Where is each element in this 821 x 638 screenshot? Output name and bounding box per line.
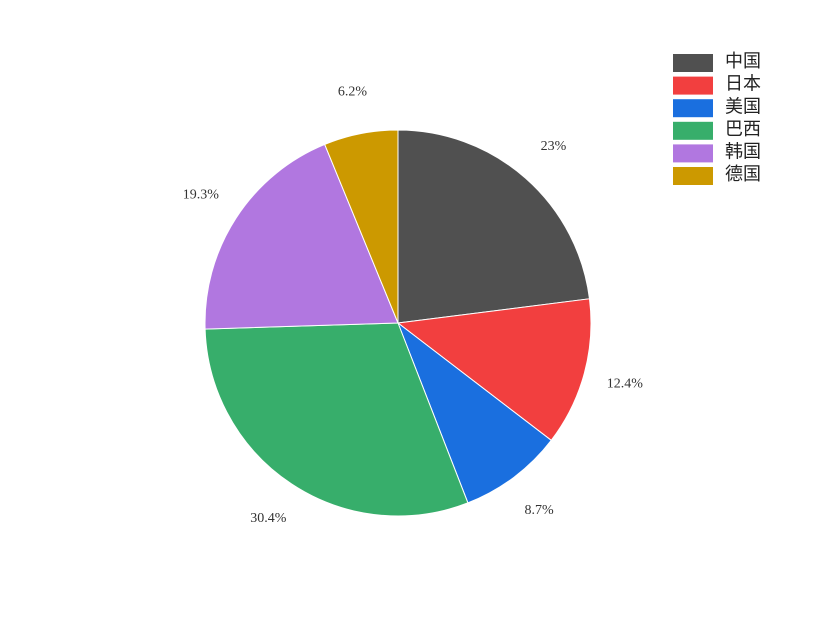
value-label: 6.2% bbox=[338, 85, 368, 100]
legend-label: 巴西 bbox=[725, 119, 761, 139]
value-label: 8.7% bbox=[525, 503, 555, 518]
legend-label: 日本 bbox=[725, 74, 761, 94]
value-label: 19.3% bbox=[183, 187, 220, 202]
legend-swatch bbox=[673, 144, 713, 163]
legend-label: 美国 bbox=[725, 96, 761, 116]
legend-label: 德国 bbox=[725, 164, 761, 184]
pie-slice bbox=[397, 129, 591, 324]
value-label: 30.4% bbox=[250, 511, 287, 526]
pie-slice bbox=[396, 298, 592, 442]
pie-slice bbox=[204, 143, 399, 330]
legend-label: 韩国 bbox=[725, 142, 761, 162]
legend-label: 中国 bbox=[725, 51, 761, 71]
pie-slice bbox=[204, 322, 469, 517]
legend-swatch bbox=[673, 167, 713, 185]
legend-swatch bbox=[673, 121, 713, 140]
pie-slice bbox=[396, 321, 552, 504]
value-label: 12.4% bbox=[607, 377, 644, 392]
legend-swatch bbox=[673, 76, 713, 95]
value-label: 23% bbox=[541, 139, 567, 154]
pie-slice bbox=[324, 129, 399, 324]
legend-swatch bbox=[673, 54, 713, 72]
legend-swatch bbox=[673, 99, 713, 118]
